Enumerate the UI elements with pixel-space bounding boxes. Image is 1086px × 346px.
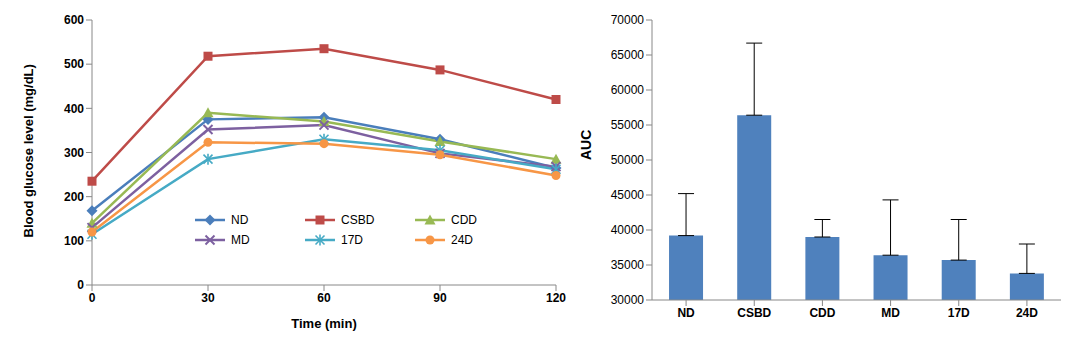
html-text:MD: MD [231, 233, 250, 247]
svg-text:300: 300 [64, 146, 84, 160]
svg-text:CSBD: CSBD [737, 306, 771, 320]
svg-text:Time (min): Time (min) [291, 316, 357, 331]
svg-text:MD: MD [881, 306, 900, 320]
svg-text:600: 600 [64, 13, 84, 27]
html-text:CSBD: CSBD [341, 213, 375, 227]
svg-text:400: 400 [64, 102, 84, 116]
svg-text:120: 120 [546, 291, 566, 305]
svg-text:AUC: AUC [578, 130, 594, 160]
svg-text:0: 0 [77, 278, 84, 292]
svg-text:50000: 50000 [611, 153, 645, 167]
svg-text:60: 60 [317, 291, 331, 305]
svg-text:24D: 24D [1016, 306, 1038, 320]
svg-text:60000: 60000 [611, 83, 645, 97]
svg-text:200: 200 [64, 190, 84, 204]
svg-text:35000: 35000 [611, 258, 645, 272]
svg-text:45000: 45000 [611, 188, 645, 202]
svg-text:100: 100 [64, 234, 84, 248]
html-text:17D: 17D [341, 233, 363, 247]
svg-text:500: 500 [64, 57, 84, 71]
svg-text:90: 90 [433, 291, 447, 305]
svg-text:30000: 30000 [611, 293, 645, 307]
svg-text:ND: ND [677, 306, 695, 320]
html-text:ND: ND [231, 213, 249, 227]
svg-text:17D: 17D [948, 306, 970, 320]
svg-text:CDD: CDD [809, 306, 835, 320]
svg-text:0: 0 [89, 291, 96, 305]
svg-text:30: 30 [201, 291, 215, 305]
html-text:CDD: CDD [451, 213, 477, 227]
svg-text:70000: 70000 [611, 13, 645, 27]
svg-text:55000: 55000 [611, 118, 645, 132]
svg-text:40000: 40000 [611, 223, 645, 237]
svg-text:Blood glucose level (mg/dL): Blood glucose level (mg/dL) [21, 64, 36, 237]
svg-text:65000: 65000 [611, 48, 645, 62]
html-text:24D: 24D [451, 233, 473, 247]
